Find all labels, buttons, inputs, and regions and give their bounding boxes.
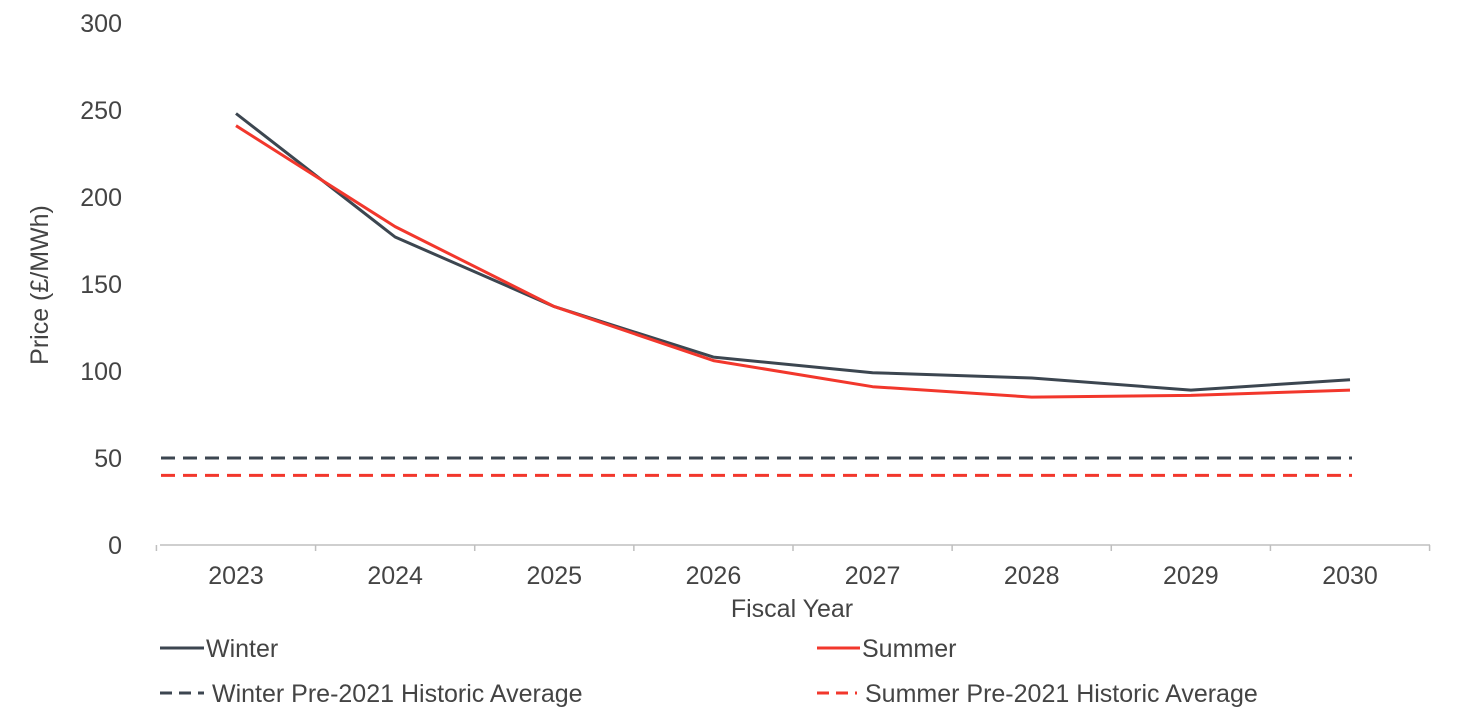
x-tick-label: 2029 <box>1163 562 1219 590</box>
y-tick-label: 250 <box>80 97 122 125</box>
y-tick-label: 100 <box>80 358 122 386</box>
series-lines <box>161 112 1352 477</box>
x-tick-label: 2023 <box>208 562 264 590</box>
x-tick-label: 2026 <box>686 562 742 590</box>
y-tick-label: 0 <box>108 532 122 560</box>
y-axis-ticks: 0 50 100 150 200 250 300 <box>80 10 122 560</box>
legend-label: Summer Pre-2021 Historic Average <box>865 680 1258 708</box>
x-tick-label: 2028 <box>1004 562 1060 590</box>
legend-label: Winter <box>206 635 278 663</box>
legend-label: Summer <box>862 635 956 663</box>
x-tick-label: 2030 <box>1322 562 1378 590</box>
y-tick-label: 50 <box>94 445 122 473</box>
x-tick-label: 2027 <box>845 562 901 590</box>
x-tick-label: 2024 <box>367 562 423 590</box>
x-axis-title: Fiscal Year <box>731 595 853 623</box>
series-line-winter <box>235 112 1351 392</box>
y-axis-title: Price (£/MWh) <box>26 205 54 365</box>
y-tick-label: 300 <box>80 10 122 38</box>
series-line-summer <box>235 124 1351 399</box>
y-tick-label: 200 <box>80 184 122 212</box>
x-axis-ticks: 2023 2024 2025 2026 2027 2028 2029 2030 <box>155 545 1431 590</box>
x-tick-label: 2025 <box>526 562 582 590</box>
y-tick-label: 150 <box>80 271 122 299</box>
legend: Winter Summer Winter Pre-2021 Historic Ave… <box>160 635 1258 708</box>
legend-label: Winter Pre-2021 Historic Average <box>212 680 583 708</box>
